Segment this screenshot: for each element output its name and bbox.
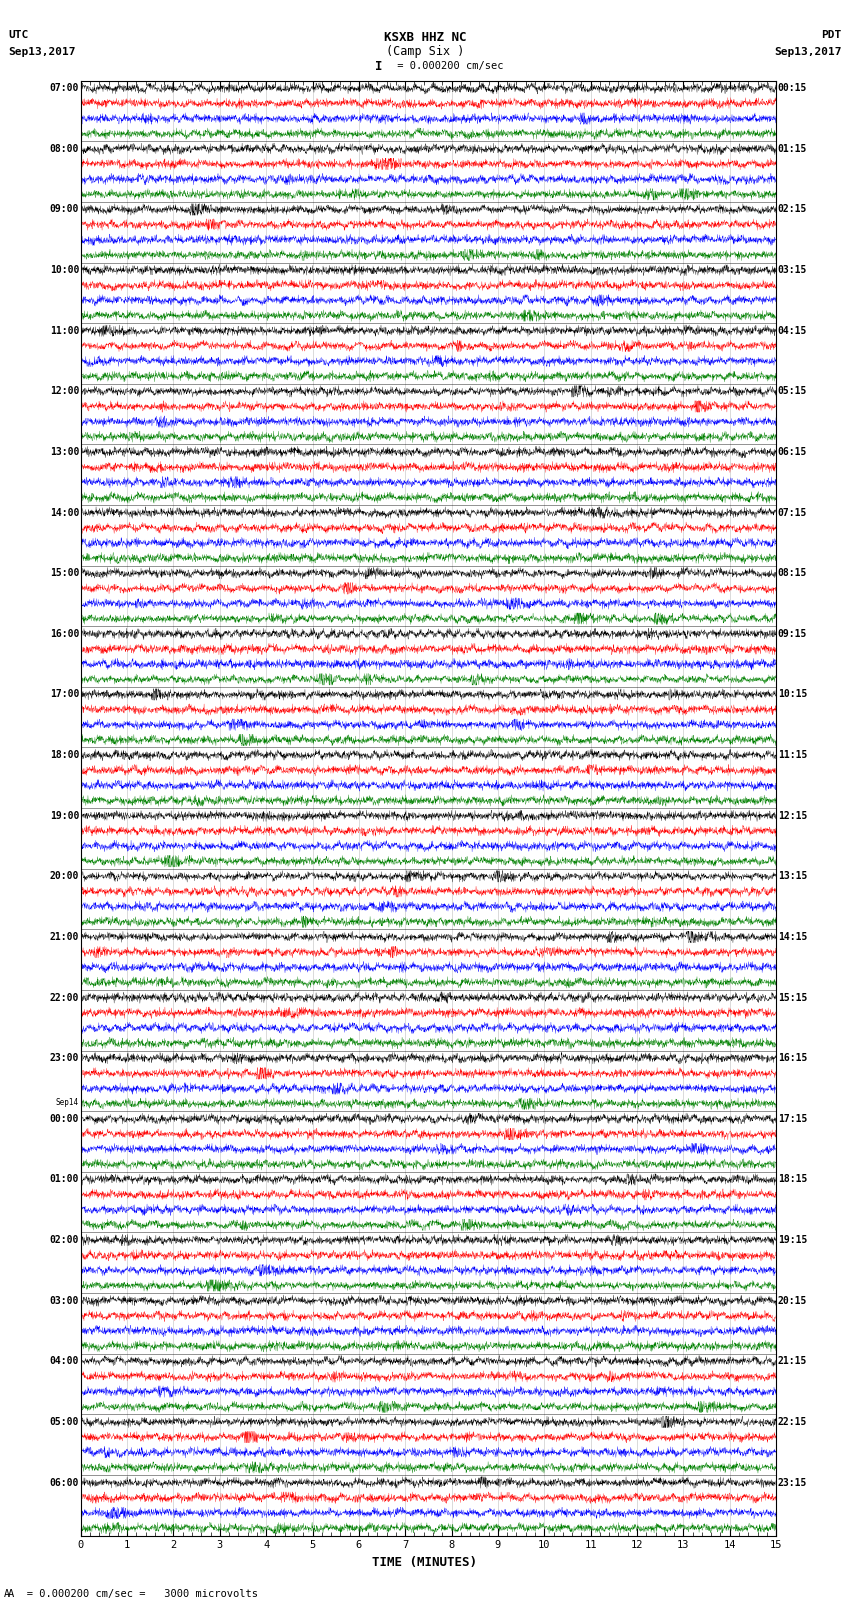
Text: A  = 0.000200 cm/sec =   3000 microvolts: A = 0.000200 cm/sec = 3000 microvolts — [8, 1589, 258, 1598]
Text: 10:15: 10:15 — [778, 689, 807, 700]
Text: 03:00: 03:00 — [49, 1295, 79, 1305]
Text: Sep13,2017: Sep13,2017 — [8, 47, 76, 56]
Text: 14:15: 14:15 — [778, 932, 807, 942]
Text: 00:15: 00:15 — [778, 84, 807, 94]
Text: 08:00: 08:00 — [49, 144, 79, 153]
Text: 17:15: 17:15 — [778, 1115, 807, 1124]
Text: 16:00: 16:00 — [49, 629, 79, 639]
Text: 21:15: 21:15 — [778, 1357, 807, 1366]
Text: KSXB HHZ NC: KSXB HHZ NC — [383, 31, 467, 44]
Text: 18:15: 18:15 — [778, 1174, 807, 1184]
Text: 12:15: 12:15 — [778, 811, 807, 821]
Text: A: A — [4, 1589, 10, 1598]
Text: UTC: UTC — [8, 31, 29, 40]
Text: 11:15: 11:15 — [778, 750, 807, 760]
Text: 23:00: 23:00 — [49, 1053, 79, 1063]
Text: (Camp Six ): (Camp Six ) — [386, 45, 464, 58]
Text: = 0.000200 cm/sec: = 0.000200 cm/sec — [391, 61, 503, 71]
Text: 19:00: 19:00 — [49, 811, 79, 821]
Text: 01:00: 01:00 — [49, 1174, 79, 1184]
Text: TIME (MINUTES): TIME (MINUTES) — [372, 1557, 478, 1569]
Text: 20:15: 20:15 — [778, 1295, 807, 1305]
Text: 23:15: 23:15 — [778, 1478, 807, 1487]
Text: 13:15: 13:15 — [778, 871, 807, 881]
Text: 09:00: 09:00 — [49, 205, 79, 215]
Text: 18:00: 18:00 — [49, 750, 79, 760]
Text: 10:00: 10:00 — [49, 265, 79, 276]
Text: 21:00: 21:00 — [49, 932, 79, 942]
Text: 13:00: 13:00 — [49, 447, 79, 456]
Text: 07:00: 07:00 — [49, 84, 79, 94]
Text: Sep14: Sep14 — [56, 1097, 79, 1107]
Text: 15:15: 15:15 — [778, 992, 807, 1003]
Text: 09:15: 09:15 — [778, 629, 807, 639]
Text: 02:00: 02:00 — [49, 1236, 79, 1245]
Text: 02:15: 02:15 — [778, 205, 807, 215]
Text: I: I — [375, 60, 382, 73]
Text: 06:15: 06:15 — [778, 447, 807, 456]
Text: Sep13,2017: Sep13,2017 — [774, 47, 842, 56]
Text: 06:00: 06:00 — [49, 1478, 79, 1487]
Text: 04:15: 04:15 — [778, 326, 807, 336]
Text: 14:00: 14:00 — [49, 508, 79, 518]
Text: PDT: PDT — [821, 31, 842, 40]
Text: 11:00: 11:00 — [49, 326, 79, 336]
Text: 01:15: 01:15 — [778, 144, 807, 153]
Text: 20:00: 20:00 — [49, 871, 79, 881]
Text: 19:15: 19:15 — [778, 1236, 807, 1245]
Text: 07:15: 07:15 — [778, 508, 807, 518]
Text: 05:15: 05:15 — [778, 387, 807, 397]
Text: 16:15: 16:15 — [778, 1053, 807, 1063]
Text: 12:00: 12:00 — [49, 387, 79, 397]
Text: 04:00: 04:00 — [49, 1357, 79, 1366]
Text: 00:00: 00:00 — [49, 1115, 79, 1124]
Text: 08:15: 08:15 — [778, 568, 807, 577]
Text: 22:00: 22:00 — [49, 992, 79, 1003]
Text: 03:15: 03:15 — [778, 265, 807, 276]
Text: 15:00: 15:00 — [49, 568, 79, 577]
Text: 17:00: 17:00 — [49, 689, 79, 700]
Text: 05:00: 05:00 — [49, 1416, 79, 1428]
Text: 22:15: 22:15 — [778, 1416, 807, 1428]
